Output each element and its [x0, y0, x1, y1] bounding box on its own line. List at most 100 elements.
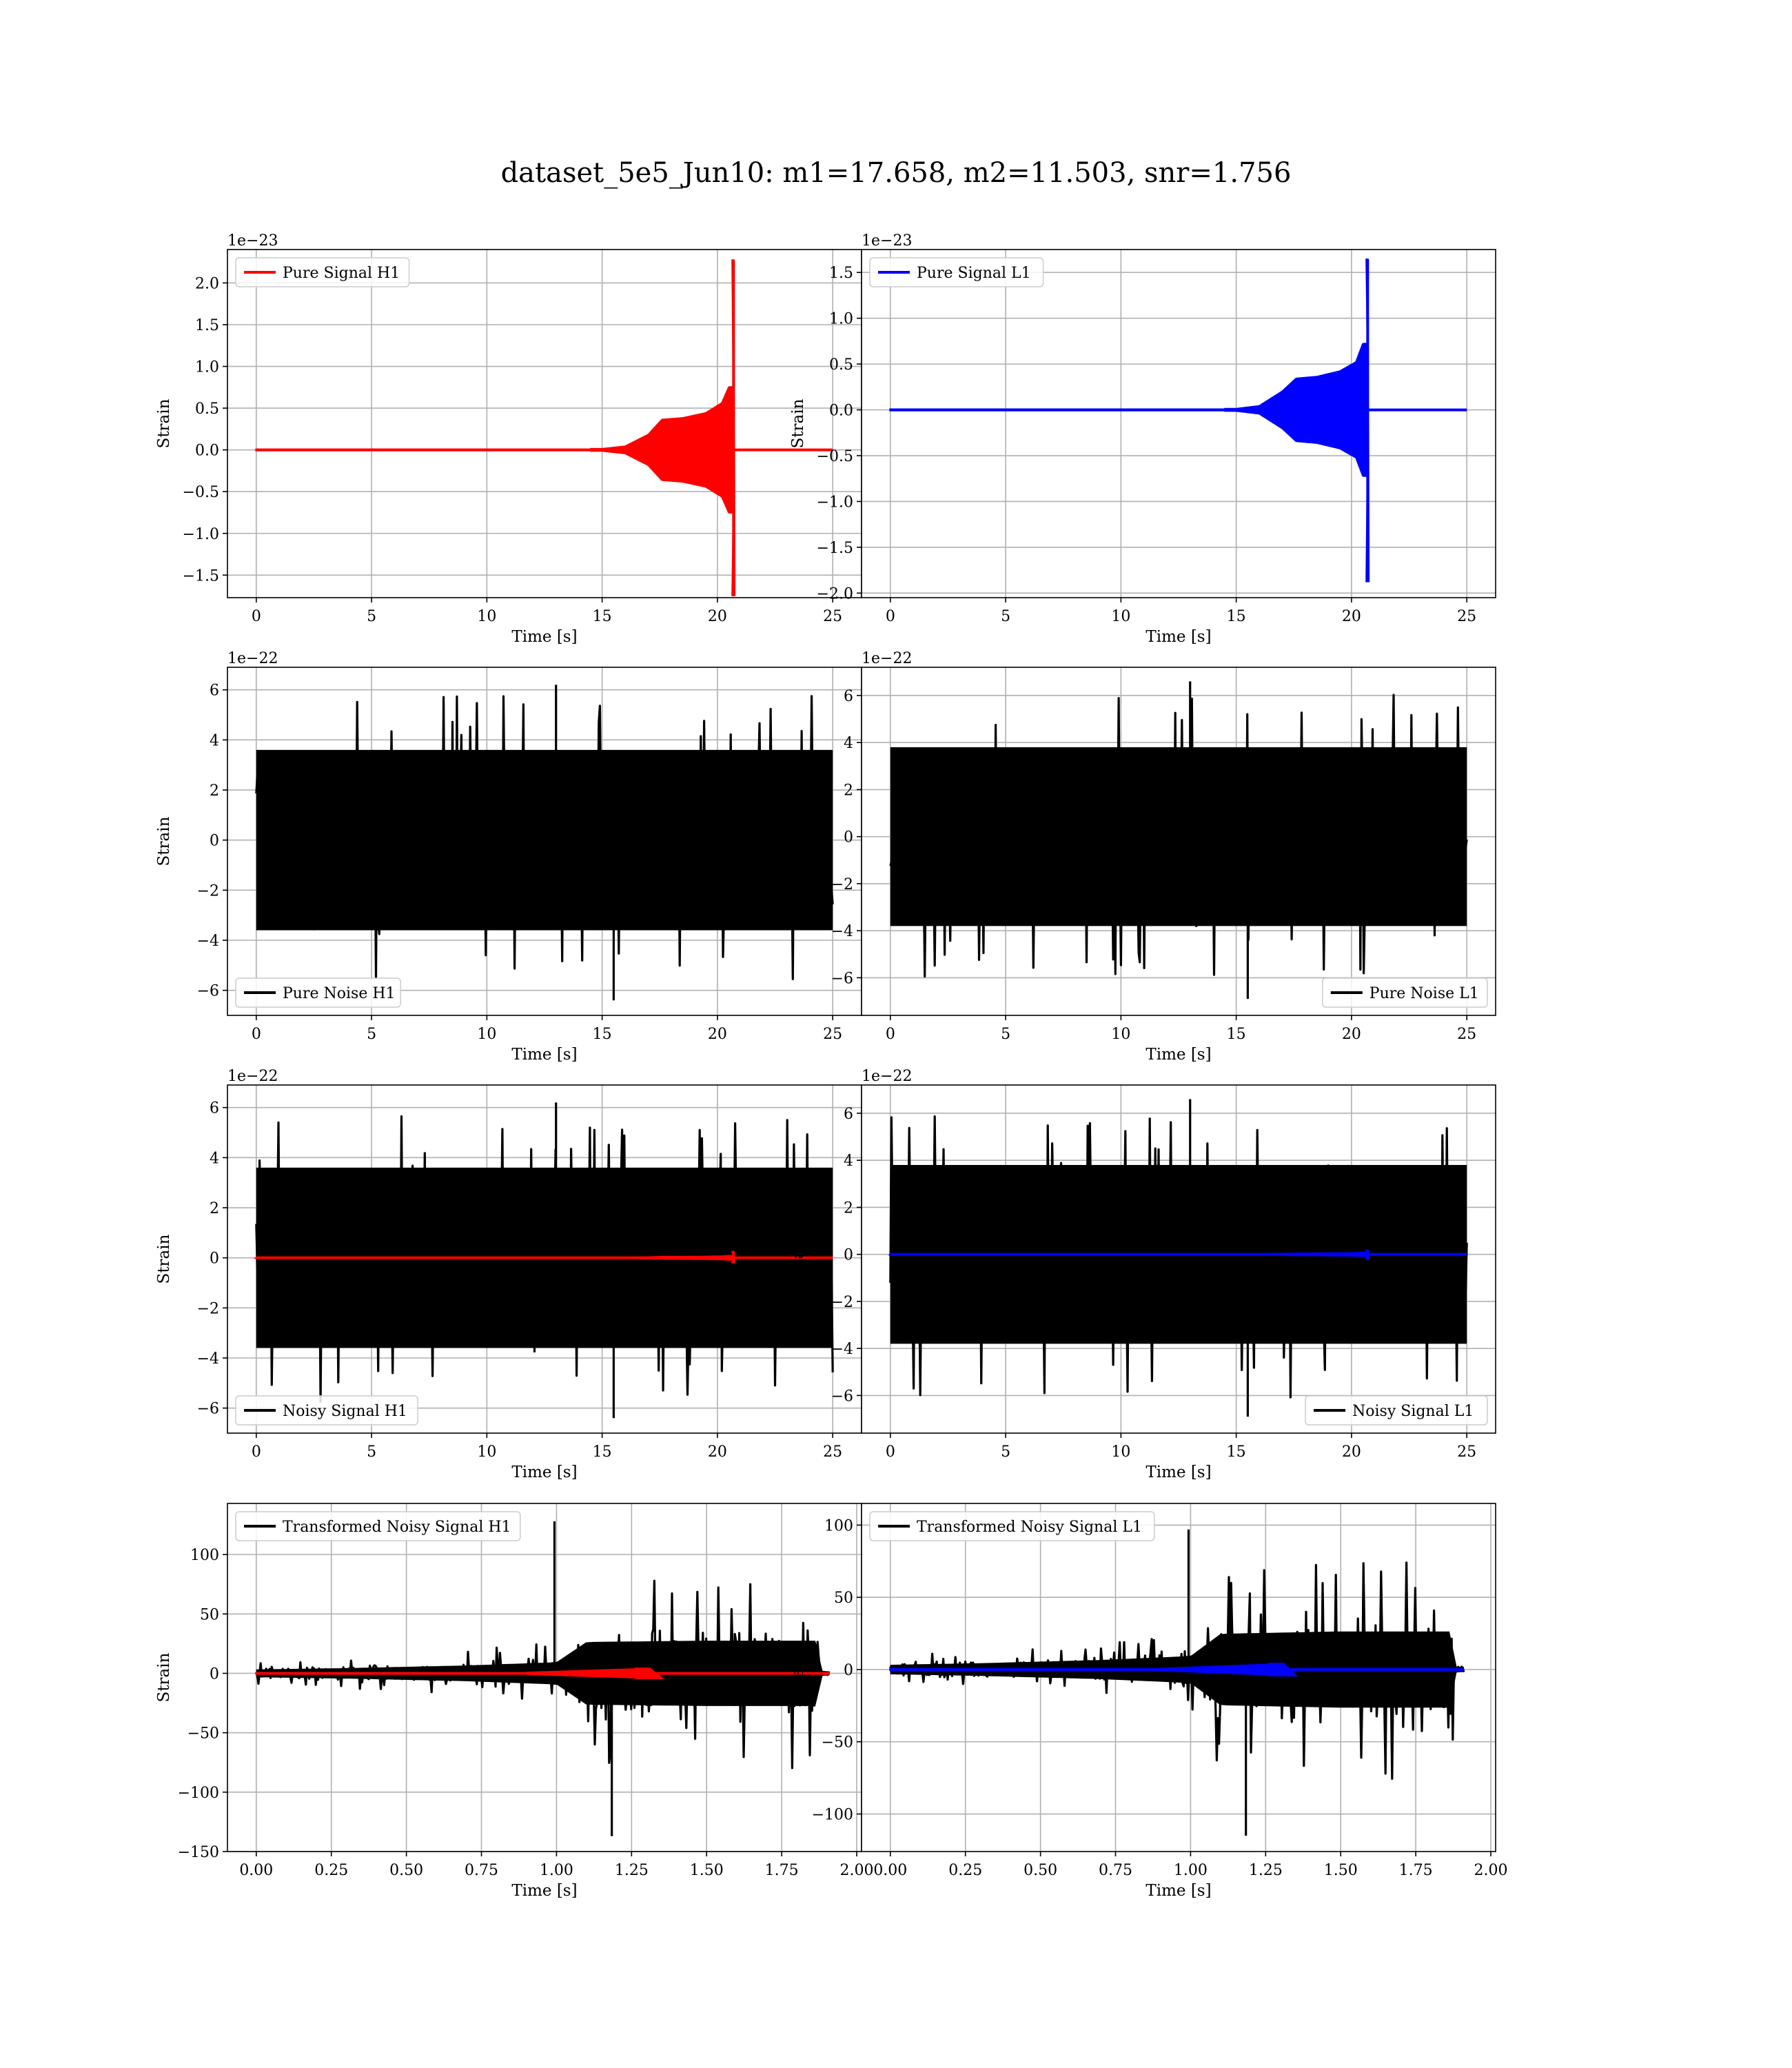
panel-pure-signal-l1: 0 5 10 15 20 25 −2.0 −1.5 −1.0 −0.5 0.0 0.5 1.0 1.5 1e…	[789, 232, 1496, 646]
x-tick-label: 10	[477, 1443, 496, 1461]
y-tick-label: −1.0	[817, 494, 853, 511]
x-tick-label: 0	[886, 1026, 895, 1043]
x-tick-label: 1.50	[1324, 1862, 1358, 1879]
y-offset-label: 1e−22	[227, 1068, 278, 1085]
y-axis-label: Strain	[155, 816, 173, 866]
x-axis-label: Time [s]	[511, 1463, 577, 1481]
y-offset-label: 1e−22	[862, 1068, 912, 1085]
y-tick-label: −4	[831, 1341, 853, 1358]
y-tick-label: −6	[831, 1388, 853, 1405]
x-tick-label: 25	[823, 608, 842, 625]
y-tick-label: 2	[844, 782, 853, 799]
y-offset-label: 1e−22	[227, 650, 278, 667]
x-tick-label: 25	[823, 1026, 842, 1043]
x-tick-label: 10	[477, 608, 496, 625]
panel-transformed-h1: 0.00 0.25 0.50 0.75 1.00 1.25 1.50 1.75 2.00 −150…	[155, 1503, 874, 1900]
legend-box	[235, 257, 410, 287]
y-tick-label: −2	[831, 876, 853, 893]
legend-label: Transformed Noisy Signal H1	[283, 1519, 511, 1536]
x-tick-label: 25	[1457, 1443, 1476, 1461]
x-tick-label: 15	[593, 608, 612, 625]
y-axis-label: Strain	[789, 1234, 807, 1284]
y-tick-label: −50	[822, 1734, 853, 1752]
x-tick-label: 10	[1111, 1443, 1130, 1461]
x-axis-label: Time [s]	[1146, 1463, 1211, 1481]
y-tick-label: 6	[210, 1100, 219, 1117]
x-tick-label: 5	[367, 1026, 376, 1043]
x-axis-label: Time [s]	[1146, 1882, 1211, 1900]
x-axis-label: Time [s]	[1146, 628, 1211, 646]
legend-label: Pure Signal H1	[283, 265, 400, 282]
x-tick-label: 2.00	[840, 1862, 874, 1879]
axes-frame	[861, 1503, 1496, 1852]
figure-title: dataset_5e5_Jun10: m1=17.658, m2=11.503,…	[500, 157, 1292, 189]
x-tick-label: 15	[1227, 1026, 1246, 1043]
x-tick-label: 0.50	[1024, 1862, 1057, 1879]
x-tick-label: 25	[1457, 608, 1476, 625]
x-tick-label: 20	[708, 1026, 727, 1043]
legend-label: Noisy Signal H1	[283, 1403, 407, 1420]
legend-box	[235, 1511, 521, 1541]
y-tick-label: −100	[812, 1807, 853, 1824]
x-tick-label: 5	[1001, 608, 1010, 625]
y-axis-label: Strain	[789, 816, 807, 866]
y-tick-label: −1.5	[817, 540, 853, 557]
x-tick-label: 20	[1342, 1443, 1361, 1461]
y-tick-label: 2	[210, 782, 219, 800]
legend-label: Transformed Noisy Signal L1	[917, 1519, 1142, 1536]
series-layer	[255, 259, 833, 596]
noise-trace	[889, 1561, 1465, 1780]
y-tick-label: 4	[844, 1153, 853, 1170]
y-axis-label: Strain	[789, 398, 807, 448]
x-tick-label: 5	[1001, 1026, 1010, 1043]
legend-label: Pure Signal L1	[917, 265, 1031, 282]
x-tick-label: 15	[1227, 1443, 1246, 1461]
legend-box	[869, 1511, 1155, 1541]
x-tick-label: 1.25	[1249, 1862, 1283, 1879]
x-tick-label: 15	[593, 1026, 612, 1043]
legend: Transformed Noisy Signal L1	[869, 1511, 1155, 1541]
x-tick-label: 0	[252, 1026, 261, 1043]
panel-pure-noise-l1: 0 5 10 15 20 25 −6 −4 −2 0 2 4 6 1e−22 Time [s] Strain P…	[789, 650, 1496, 1064]
y-tick-label: −6	[197, 983, 219, 1000]
y-tick-label: 2	[844, 1199, 853, 1217]
series-layer	[255, 685, 834, 1001]
y-tick-label: −2	[197, 882, 219, 900]
y-tick-label: 4	[210, 1150, 219, 1167]
series-layer	[889, 258, 1467, 582]
legend-box	[235, 1395, 418, 1426]
x-tick-label: 2.00	[1474, 1862, 1508, 1879]
y-tick-label: −4	[197, 933, 219, 950]
x-tick-label: 10	[477, 1026, 496, 1043]
series-layer	[255, 1521, 831, 1836]
y-tick-label: −50	[187, 1725, 219, 1743]
x-tick-label: 10	[1111, 1026, 1130, 1043]
y-tick-label: 6	[844, 688, 853, 705]
y-tick-label: 0	[210, 1665, 219, 1683]
noise-trace	[255, 1115, 834, 1403]
x-tick-label: 0	[886, 608, 895, 625]
y-tick-label: 0	[210, 1250, 219, 1268]
legend-box	[1322, 977, 1488, 1008]
y-tick-label: 0	[210, 833, 219, 850]
y-tick-label: −0.5	[183, 484, 219, 501]
y-tick-label: −4	[831, 923, 853, 940]
y-tick-label: −4	[197, 1350, 219, 1368]
y-offset-label: 1e−23	[862, 232, 912, 250]
x-tick-label: 20	[708, 1443, 727, 1461]
y-tick-label: 0.0	[195, 443, 219, 460]
legend-label: Noisy Signal L1	[1352, 1403, 1474, 1420]
x-tick-label: 0.00	[239, 1862, 273, 1879]
noise-trace	[255, 695, 834, 980]
y-tick-label: 0	[844, 1247, 853, 1264]
y-tick-label: −6	[197, 1401, 219, 1418]
y-tick-label: 50	[834, 1590, 853, 1607]
x-tick-label: 5	[1001, 1443, 1010, 1461]
legend: Pure Signal H1	[235, 257, 410, 287]
y-axis-label: Strain	[155, 398, 173, 448]
series-layer	[254, 1102, 834, 1419]
x-tick-label: 5	[367, 1443, 376, 1461]
y-tick-label: −1.5	[183, 567, 219, 585]
